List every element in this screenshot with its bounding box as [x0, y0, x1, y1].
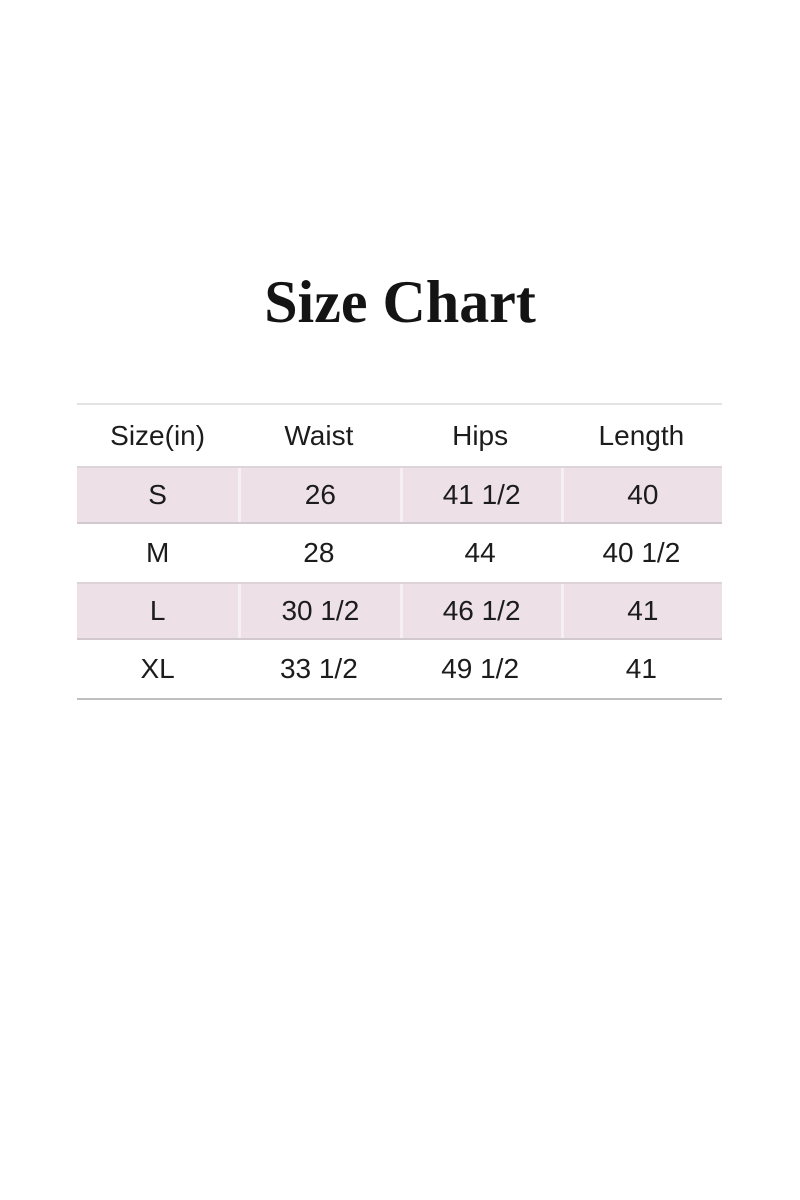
cell-m-waist: 28 — [303, 537, 335, 568]
cell-s-size: S — [148, 479, 167, 510]
cell-l-hips: 46 1/2 — [399, 584, 561, 638]
cell-s-waist: 26 — [238, 468, 399, 522]
table-row-l: L 30 1/2 46 1/2 41 — [77, 582, 722, 640]
cell-s-length: 40 — [560, 468, 722, 522]
size-chart-table: Size(in) Waist Hips Length S 26 41 1/2 4… — [77, 403, 722, 700]
column-header-length: Length — [598, 419, 685, 451]
table-row-xl: XL 33 1/2 49 1/2 41 — [77, 640, 722, 698]
cell-m-hips: 44 — [464, 537, 496, 568]
table-row-s: S 26 41 1/2 40 — [77, 466, 722, 524]
table-row-m: M 28 44 40 1/2 — [77, 524, 722, 582]
column-header-size: Size(in) — [110, 419, 206, 451]
cell-m-length: 40 1/2 — [602, 537, 681, 568]
page-title: Size Chart — [264, 269, 536, 335]
cell-xl-hips: 49 1/2 — [441, 653, 520, 684]
cell-l-length: 41 — [560, 584, 722, 638]
cell-l-waist: 30 1/2 — [238, 584, 399, 638]
cell-m-size: M — [145, 537, 170, 568]
table-header-row: Size(in) Waist Hips Length — [77, 405, 722, 466]
column-header-waist: Waist — [284, 419, 354, 451]
cell-xl-size: XL — [140, 653, 175, 684]
cell-s-hips: 41 1/2 — [399, 468, 561, 522]
cell-xl-length: 41 — [625, 653, 657, 684]
column-header-hips: Hips — [452, 419, 509, 451]
cell-l-size: L — [149, 595, 166, 626]
cell-xl-waist: 33 1/2 — [279, 653, 358, 684]
